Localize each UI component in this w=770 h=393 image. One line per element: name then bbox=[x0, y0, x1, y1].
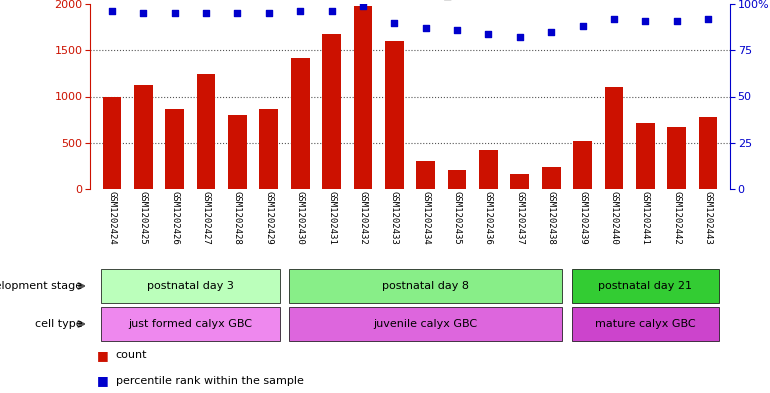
Point bbox=[577, 23, 589, 29]
Bar bbox=[636, 123, 654, 189]
Text: GSM1202433: GSM1202433 bbox=[390, 191, 399, 245]
Bar bbox=[604, 87, 624, 189]
Text: GSM1202442: GSM1202442 bbox=[672, 191, 681, 245]
Bar bbox=[571, 307, 719, 341]
Point bbox=[420, 25, 432, 31]
Point bbox=[200, 10, 213, 17]
Text: GSM1202439: GSM1202439 bbox=[578, 191, 587, 245]
Bar bbox=[166, 109, 184, 189]
Bar bbox=[385, 41, 403, 189]
Text: GSM1202428: GSM1202428 bbox=[233, 191, 242, 245]
Text: GSM1202425: GSM1202425 bbox=[139, 191, 148, 245]
Bar bbox=[101, 269, 280, 303]
Text: postnatal day 8: postnatal day 8 bbox=[382, 281, 469, 291]
Point bbox=[608, 16, 620, 22]
Text: GSM1202440: GSM1202440 bbox=[609, 191, 618, 245]
Point bbox=[545, 29, 557, 35]
Text: GSM1202434: GSM1202434 bbox=[421, 191, 430, 245]
Bar bbox=[101, 307, 280, 341]
Text: GSM1202431: GSM1202431 bbox=[327, 191, 336, 245]
Bar bbox=[134, 85, 152, 189]
Bar bbox=[259, 109, 278, 189]
Text: development stage: development stage bbox=[0, 281, 82, 291]
Bar bbox=[479, 150, 498, 189]
Bar bbox=[353, 6, 373, 189]
Text: GSM1202426: GSM1202426 bbox=[170, 191, 179, 245]
Bar bbox=[698, 118, 718, 189]
Bar bbox=[542, 167, 561, 189]
Text: GSM1202437: GSM1202437 bbox=[515, 191, 524, 245]
Text: GSM1202432: GSM1202432 bbox=[359, 191, 367, 245]
Point bbox=[639, 18, 651, 24]
Text: GSM1202436: GSM1202436 bbox=[484, 191, 493, 245]
Text: ■: ■ bbox=[96, 349, 108, 362]
Bar bbox=[228, 115, 247, 189]
Bar bbox=[447, 169, 467, 189]
Point bbox=[514, 34, 526, 40]
Bar bbox=[322, 33, 341, 189]
Bar bbox=[291, 58, 310, 189]
Bar bbox=[290, 307, 562, 341]
Point bbox=[105, 8, 118, 15]
Text: GSM1202424: GSM1202424 bbox=[108, 191, 116, 245]
Text: GSM1202441: GSM1202441 bbox=[641, 191, 650, 245]
Point bbox=[137, 10, 149, 17]
Text: just formed calyx GBC: just formed calyx GBC bbox=[129, 319, 253, 329]
Bar bbox=[668, 127, 686, 189]
Bar bbox=[511, 174, 529, 189]
Text: ■: ■ bbox=[96, 374, 108, 387]
Point bbox=[326, 8, 338, 15]
Point bbox=[451, 27, 464, 33]
Point bbox=[231, 10, 243, 17]
Bar bbox=[573, 141, 592, 189]
Text: postnatal day 21: postnatal day 21 bbox=[598, 281, 692, 291]
Bar bbox=[102, 97, 122, 189]
Text: GSM1202430: GSM1202430 bbox=[296, 191, 305, 245]
Point bbox=[294, 8, 306, 15]
Point bbox=[263, 10, 275, 17]
Point bbox=[388, 19, 400, 26]
Bar bbox=[290, 269, 562, 303]
Text: GSM1202443: GSM1202443 bbox=[704, 191, 712, 245]
Text: cell type: cell type bbox=[35, 319, 82, 329]
Text: percentile rank within the sample: percentile rank within the sample bbox=[116, 375, 303, 386]
Bar bbox=[196, 74, 216, 189]
Text: postnatal day 3: postnatal day 3 bbox=[147, 281, 234, 291]
Bar bbox=[417, 161, 435, 189]
Point bbox=[702, 16, 715, 22]
Bar bbox=[571, 269, 719, 303]
Point bbox=[482, 30, 494, 37]
Point bbox=[671, 18, 683, 24]
Text: juvenile calyx GBC: juvenile calyx GBC bbox=[373, 319, 477, 329]
Text: GSM1202427: GSM1202427 bbox=[202, 191, 210, 245]
Text: GSM1202438: GSM1202438 bbox=[547, 191, 556, 245]
Point bbox=[169, 10, 181, 17]
Point bbox=[357, 3, 369, 9]
Text: GSM1202435: GSM1202435 bbox=[453, 191, 461, 245]
Text: count: count bbox=[116, 351, 147, 360]
Text: GSM1202429: GSM1202429 bbox=[264, 191, 273, 245]
Text: mature calyx GBC: mature calyx GBC bbox=[595, 319, 695, 329]
